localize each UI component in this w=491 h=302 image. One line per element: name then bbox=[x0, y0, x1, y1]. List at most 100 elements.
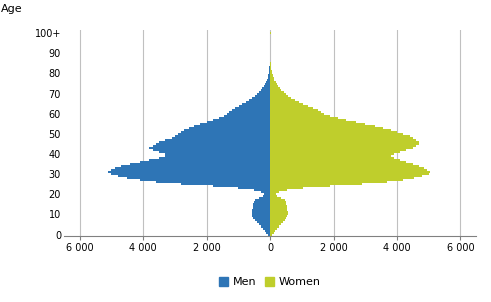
Bar bbox=[224, 115, 270, 117]
Bar bbox=[270, 87, 280, 88]
Bar bbox=[159, 151, 270, 153]
Bar bbox=[235, 107, 270, 109]
Bar bbox=[270, 185, 330, 187]
Bar bbox=[181, 131, 270, 133]
Bar bbox=[270, 81, 275, 82]
Bar bbox=[232, 109, 270, 111]
Bar bbox=[265, 82, 270, 85]
Bar bbox=[270, 175, 422, 177]
Bar bbox=[270, 209, 287, 211]
Bar bbox=[261, 226, 270, 227]
Bar bbox=[270, 107, 313, 109]
Bar bbox=[270, 66, 271, 69]
Bar bbox=[266, 81, 270, 82]
Bar bbox=[270, 199, 285, 201]
Legend: Men, Women: Men, Women bbox=[215, 273, 325, 292]
Bar bbox=[111, 169, 270, 171]
Bar bbox=[149, 147, 270, 149]
Bar bbox=[259, 223, 270, 226]
Bar bbox=[270, 181, 387, 183]
Bar bbox=[270, 203, 286, 205]
Bar bbox=[252, 97, 270, 99]
Bar bbox=[270, 159, 400, 161]
Bar bbox=[270, 177, 414, 179]
Bar bbox=[270, 220, 285, 221]
Bar bbox=[253, 217, 270, 220]
Bar bbox=[270, 88, 281, 91]
Bar bbox=[262, 87, 270, 88]
Bar bbox=[114, 167, 270, 169]
Bar bbox=[269, 70, 270, 72]
Bar bbox=[270, 75, 273, 76]
Bar bbox=[270, 214, 288, 215]
Bar bbox=[270, 226, 279, 227]
Bar bbox=[200, 123, 270, 125]
Bar bbox=[159, 157, 270, 159]
Bar bbox=[270, 183, 362, 185]
Bar bbox=[270, 111, 321, 113]
Bar bbox=[239, 105, 270, 107]
Bar bbox=[270, 113, 324, 115]
Bar bbox=[270, 171, 430, 173]
Bar bbox=[270, 143, 419, 145]
Bar bbox=[255, 220, 270, 221]
Bar bbox=[270, 133, 403, 135]
Bar bbox=[252, 209, 270, 211]
Bar bbox=[265, 230, 270, 232]
Bar bbox=[270, 141, 419, 143]
Bar bbox=[270, 193, 276, 195]
Bar bbox=[238, 187, 270, 189]
Bar bbox=[270, 105, 308, 107]
Bar bbox=[270, 64, 271, 66]
Bar bbox=[111, 173, 270, 175]
Bar bbox=[140, 161, 270, 163]
Bar bbox=[270, 153, 394, 155]
Text: Age: Age bbox=[1, 4, 23, 14]
Bar bbox=[140, 179, 270, 181]
Bar bbox=[270, 115, 330, 117]
Bar bbox=[127, 177, 270, 179]
Bar bbox=[227, 113, 270, 115]
Bar bbox=[270, 137, 413, 139]
Bar bbox=[257, 221, 270, 223]
Bar bbox=[261, 191, 270, 193]
Bar bbox=[131, 163, 270, 165]
Bar bbox=[189, 127, 270, 129]
Bar bbox=[270, 207, 287, 209]
Bar bbox=[266, 232, 270, 233]
Bar bbox=[229, 111, 270, 113]
Bar bbox=[270, 195, 277, 197]
Bar bbox=[270, 173, 429, 175]
Bar bbox=[270, 127, 382, 129]
Bar bbox=[153, 149, 270, 151]
Bar bbox=[270, 129, 391, 131]
Bar bbox=[269, 69, 270, 70]
Bar bbox=[270, 149, 407, 151]
Bar bbox=[270, 221, 283, 223]
Bar bbox=[261, 88, 270, 91]
Bar bbox=[253, 203, 270, 205]
Bar bbox=[264, 85, 270, 87]
Bar bbox=[213, 185, 270, 187]
Bar bbox=[270, 79, 274, 81]
Bar bbox=[270, 135, 409, 137]
Bar bbox=[270, 63, 271, 64]
Bar bbox=[257, 93, 270, 95]
Bar bbox=[270, 217, 286, 220]
Bar bbox=[270, 117, 338, 119]
Bar bbox=[267, 79, 270, 81]
Bar bbox=[270, 161, 407, 163]
Bar bbox=[253, 201, 270, 203]
Bar bbox=[270, 163, 413, 165]
Bar bbox=[270, 99, 295, 101]
Bar bbox=[268, 233, 270, 236]
Bar bbox=[156, 143, 270, 145]
Bar bbox=[270, 169, 427, 171]
Bar bbox=[270, 227, 277, 230]
Bar bbox=[270, 91, 284, 93]
Bar bbox=[270, 85, 278, 87]
Bar bbox=[270, 93, 286, 95]
Bar bbox=[108, 171, 270, 173]
Bar bbox=[153, 145, 270, 147]
Bar bbox=[270, 205, 287, 207]
